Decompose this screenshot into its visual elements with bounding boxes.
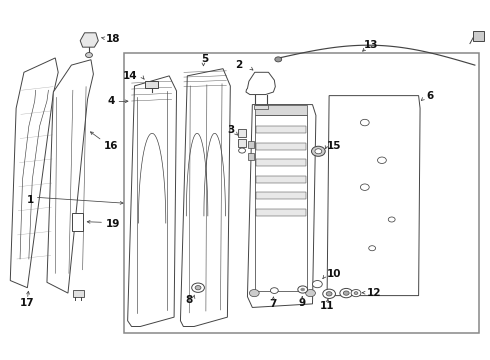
FancyBboxPatch shape <box>238 139 246 147</box>
Text: 17: 17 <box>20 298 35 308</box>
Circle shape <box>351 289 361 297</box>
Polygon shape <box>327 96 420 296</box>
Circle shape <box>239 148 245 153</box>
Circle shape <box>377 157 386 163</box>
Bar <box>256 192 306 199</box>
Bar <box>124 53 479 333</box>
Text: 11: 11 <box>320 301 334 311</box>
Text: 16: 16 <box>104 141 119 151</box>
FancyBboxPatch shape <box>145 81 158 88</box>
Polygon shape <box>127 76 176 327</box>
Circle shape <box>192 283 204 292</box>
Text: 7: 7 <box>270 299 277 309</box>
Polygon shape <box>47 60 94 293</box>
Text: 12: 12 <box>368 288 382 298</box>
Polygon shape <box>180 69 230 327</box>
Bar <box>256 143 306 150</box>
Bar <box>73 289 84 297</box>
Circle shape <box>326 292 332 296</box>
Polygon shape <box>246 72 275 95</box>
Text: 13: 13 <box>364 40 378 50</box>
Polygon shape <box>10 58 58 288</box>
Text: 3: 3 <box>227 125 234 135</box>
Circle shape <box>368 246 375 251</box>
Text: 4: 4 <box>107 96 115 106</box>
Polygon shape <box>80 33 98 47</box>
FancyBboxPatch shape <box>473 31 484 41</box>
Text: 6: 6 <box>426 91 433 101</box>
Bar <box>256 209 306 216</box>
Circle shape <box>86 53 93 58</box>
Text: 14: 14 <box>123 71 137 81</box>
Text: 18: 18 <box>106 34 120 44</box>
Text: 2: 2 <box>236 60 243 70</box>
Circle shape <box>306 289 316 297</box>
Text: 10: 10 <box>327 269 342 279</box>
Circle shape <box>354 292 358 294</box>
Text: 19: 19 <box>106 219 120 229</box>
Bar <box>256 126 306 133</box>
FancyBboxPatch shape <box>238 129 246 137</box>
Circle shape <box>298 286 308 293</box>
Bar <box>256 159 306 166</box>
Bar <box>256 176 306 183</box>
Circle shape <box>275 57 282 62</box>
Text: 5: 5 <box>201 54 209 64</box>
Circle shape <box>312 146 325 156</box>
Circle shape <box>361 184 369 190</box>
Circle shape <box>343 291 349 295</box>
Bar <box>248 153 254 160</box>
Circle shape <box>361 119 369 126</box>
Circle shape <box>313 280 322 288</box>
Bar <box>255 105 307 115</box>
Circle shape <box>315 149 322 154</box>
Circle shape <box>270 288 278 293</box>
Circle shape <box>340 288 353 298</box>
Polygon shape <box>247 105 316 307</box>
Circle shape <box>323 289 336 298</box>
Bar <box>255 115 307 291</box>
Text: 8: 8 <box>185 295 193 305</box>
Circle shape <box>249 289 259 297</box>
Circle shape <box>301 288 305 291</box>
Text: 15: 15 <box>327 141 342 151</box>
FancyBboxPatch shape <box>73 213 83 231</box>
Circle shape <box>195 285 201 290</box>
Circle shape <box>388 217 395 222</box>
Text: 1: 1 <box>27 195 34 205</box>
Bar <box>254 105 268 109</box>
Bar <box>248 140 254 148</box>
Text: 9: 9 <box>298 298 306 308</box>
